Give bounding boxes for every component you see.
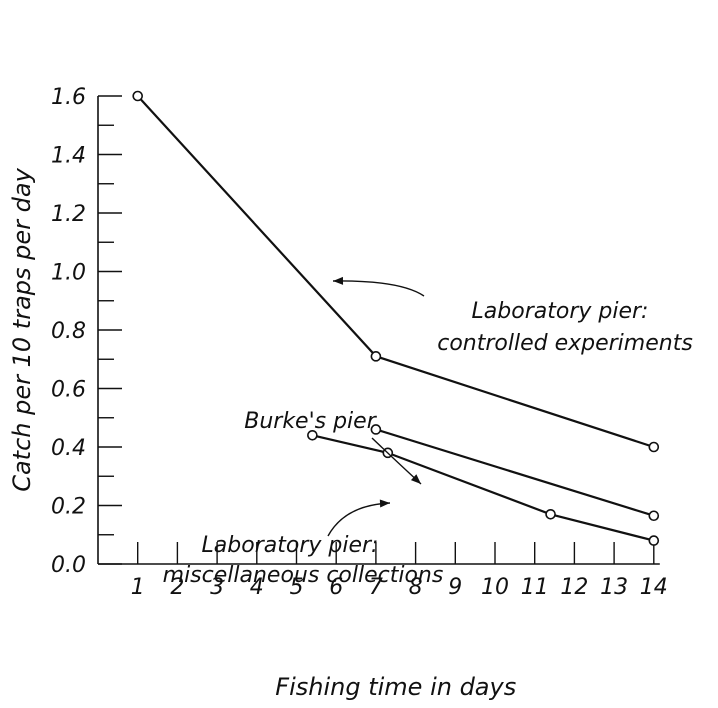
y-tick-label: 0.8 bbox=[51, 319, 86, 344]
y-tick-label: 1.6 bbox=[51, 85, 86, 110]
annotation-burke-pointer bbox=[371, 437, 422, 485]
x-tick-label: 2 bbox=[170, 575, 184, 600]
annotation-controlled-line1: Laboratory pier: bbox=[472, 299, 649, 324]
annotation-controlled-arrowhead bbox=[333, 276, 344, 285]
series-1 bbox=[370, 424, 660, 522]
annotation-misc: Laboratory pier: miscellaneous collectio… bbox=[163, 499, 444, 588]
annotation-burke: Burke's pier bbox=[244, 409, 422, 485]
x-tick-label: 9 bbox=[448, 575, 462, 600]
y-tick-label: 1.4 bbox=[51, 144, 86, 169]
data-point bbox=[648, 510, 660, 522]
x-tick-label: 10 bbox=[481, 575, 509, 600]
data-point bbox=[370, 351, 382, 362]
series-line bbox=[375, 428, 655, 517]
data-point bbox=[132, 90, 143, 102]
annotations: Laboratory pier: controlled experiments … bbox=[163, 276, 693, 588]
data-point bbox=[648, 441, 660, 453]
x-ticks: 1 2 3 4 5 6 7 8 9 10 11 12 13 14 bbox=[131, 542, 668, 600]
series-line bbox=[312, 434, 655, 542]
annotation-misc-pointer bbox=[327, 502, 391, 537]
annotation-misc-line1: Laboratory pier: bbox=[202, 533, 379, 558]
x-tick-label: 8 bbox=[409, 575, 423, 600]
annotation-burke-arrowhead bbox=[410, 474, 421, 484]
x-tick-label: 14 bbox=[640, 575, 668, 600]
annotation-controlled: Laboratory pier: controlled experiments bbox=[332, 276, 693, 356]
x-tick-label: 1 bbox=[131, 575, 145, 600]
x-tick-label: 4 bbox=[250, 575, 264, 600]
x-tick-label: 6 bbox=[329, 575, 343, 600]
series-group bbox=[132, 90, 660, 546]
series-line bbox=[136, 95, 655, 449]
data-point bbox=[307, 429, 318, 441]
annotation-burke-line1: Burke's pier bbox=[244, 409, 377, 434]
series-2 bbox=[307, 429, 660, 546]
y-tick-label: 1.2 bbox=[51, 202, 86, 227]
annotation-misc-arrowhead bbox=[379, 499, 390, 508]
data-point bbox=[370, 424, 382, 435]
data-point bbox=[545, 508, 556, 520]
y-tick-label: 1.0 bbox=[51, 261, 86, 286]
y-tick-label: 0.2 bbox=[51, 495, 86, 520]
x-tick-label: 3 bbox=[210, 575, 224, 600]
axes bbox=[97, 96, 660, 565]
y-tick-label: 0.0 bbox=[51, 553, 86, 578]
annotation-controlled-line2: controlled experiments bbox=[437, 331, 693, 356]
annotation-misc-line2: miscellaneous collections bbox=[163, 563, 444, 588]
data-point bbox=[648, 535, 660, 546]
y-tick-label: 0.4 bbox=[51, 436, 86, 461]
x-tick-label: 7 bbox=[369, 575, 383, 600]
annotation-controlled-pointer bbox=[332, 280, 425, 297]
y-ticks: 0.0 0.2 0.4 0.6 0.8 1.0 1.2 1.4 1.6 bbox=[51, 85, 122, 578]
x-tick-label: 5 bbox=[290, 575, 304, 600]
y-tick-label: 0.6 bbox=[51, 378, 86, 403]
x-tick-label: 11 bbox=[521, 575, 549, 600]
x-tick-label: 12 bbox=[560, 575, 588, 600]
y-axis-title: Catch per 10 traps per day bbox=[8, 167, 36, 491]
x-axis-title: Fishing time in days bbox=[275, 673, 516, 701]
series-0 bbox=[132, 90, 660, 453]
x-tick-label: 13 bbox=[600, 575, 628, 600]
